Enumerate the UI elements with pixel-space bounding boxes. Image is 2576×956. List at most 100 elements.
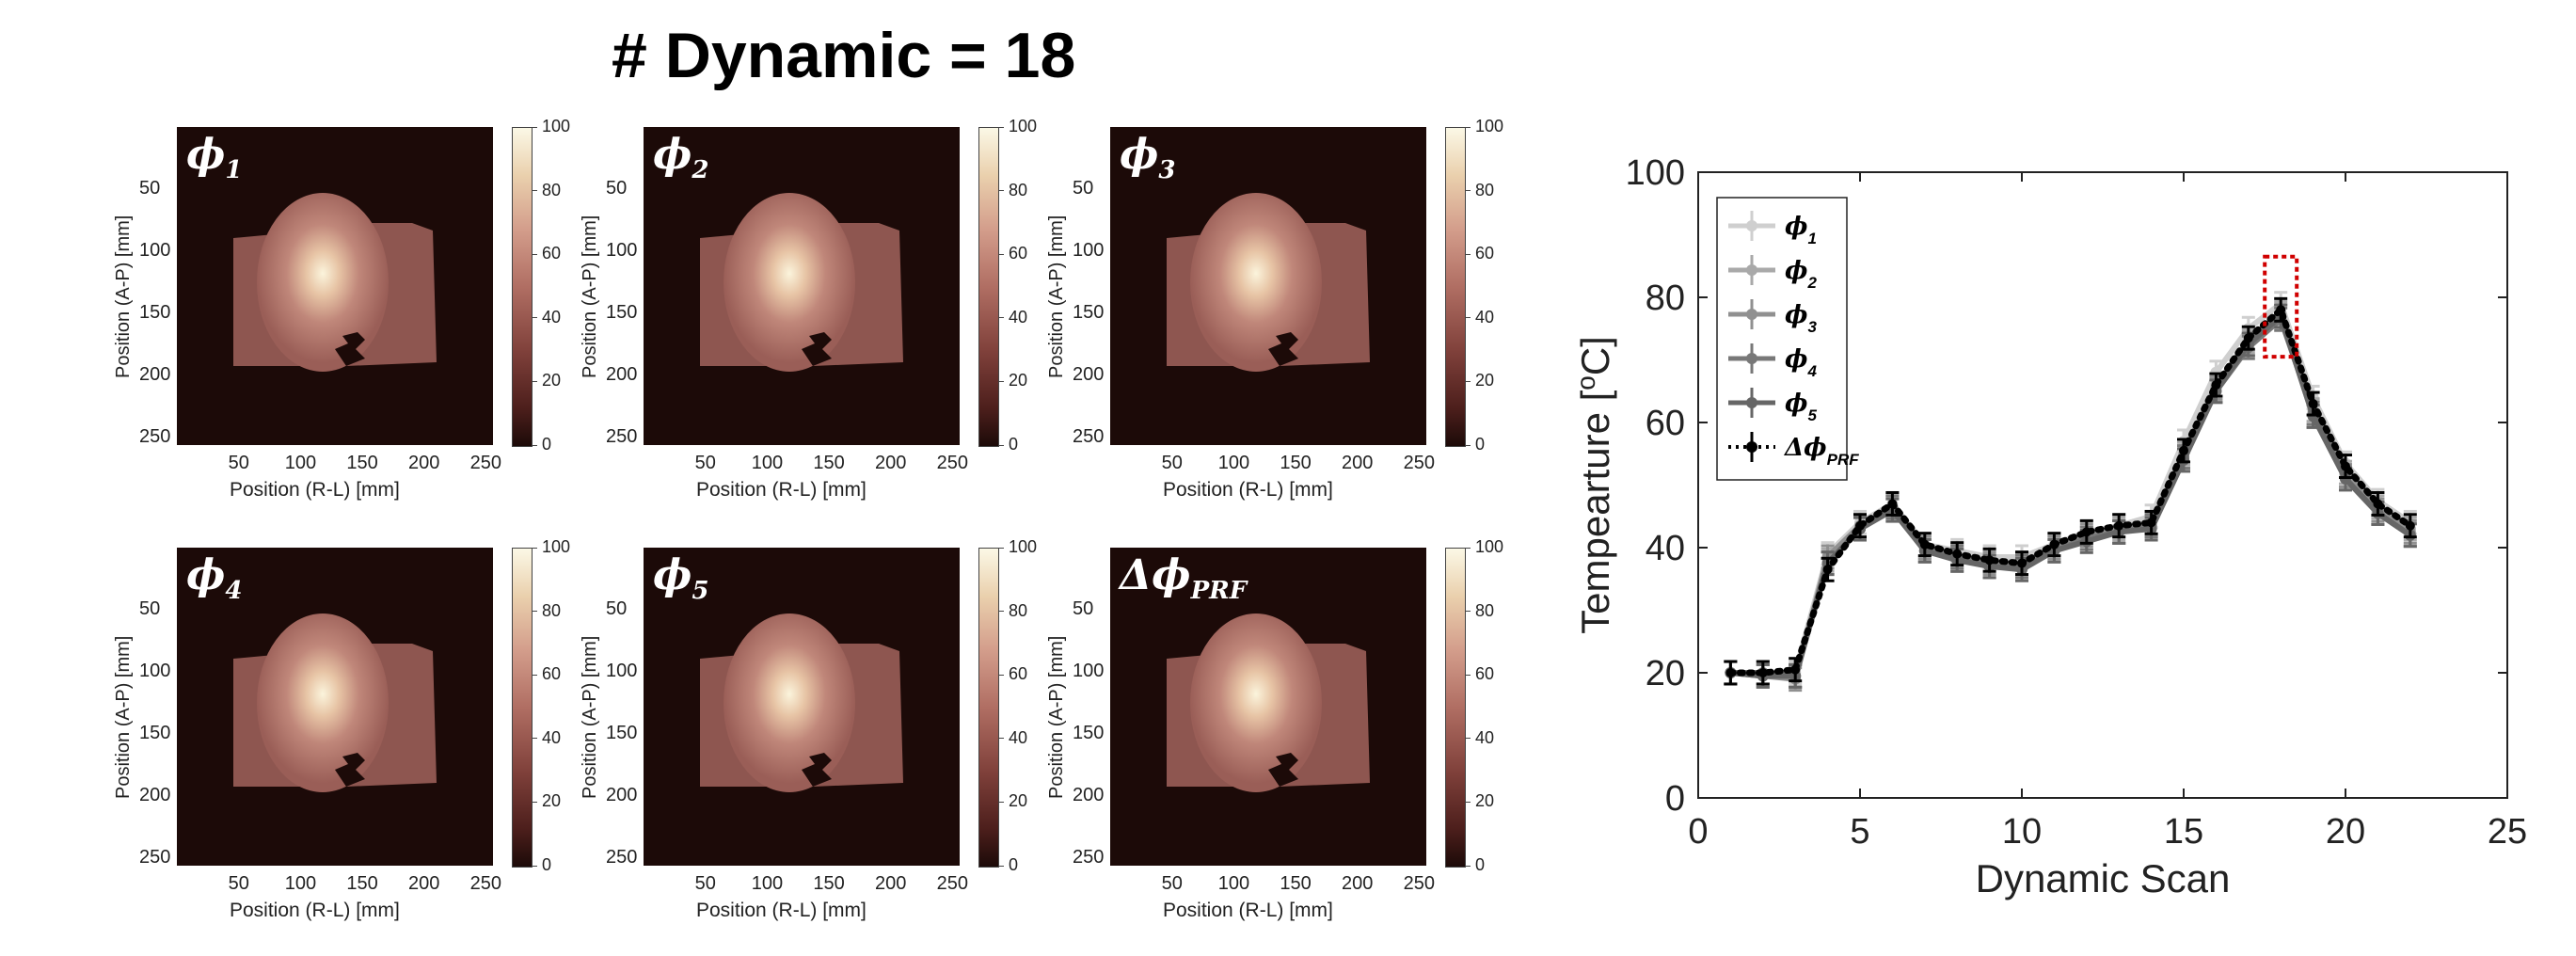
colorbar-tick: 20 (532, 791, 562, 811)
data-point (2080, 526, 2092, 538)
heatmap-xtick: 150 (346, 453, 378, 473)
data-point (1725, 667, 1737, 678)
panel-subscript: 1 (225, 155, 243, 184)
data-point (2113, 526, 2125, 538)
heatmap-ytick: 150 (139, 723, 171, 744)
colorbar-tick: 40 (1465, 307, 1495, 327)
data-point (2275, 307, 2287, 319)
colorbar-tick: 60 (998, 244, 1028, 263)
panel-subscript: 4 (225, 576, 243, 605)
heatmap-xtick: 50 (694, 873, 716, 894)
x-tick-label: 15 (2164, 812, 2203, 852)
data-point (1952, 549, 1963, 559)
heatmap-ytick: 100 (139, 240, 171, 262)
series-line-5 (1730, 311, 2412, 679)
heatmap-ylabel: Position (A-P) [mm] (580, 215, 600, 378)
data-point (2404, 526, 2416, 538)
legend-subscript: 3 (1807, 318, 1817, 336)
plot-frame (1697, 171, 2508, 799)
heatmap-xtick: 150 (346, 873, 378, 894)
data-point (2210, 366, 2222, 378)
heatmap-xtick: 250 (936, 453, 968, 473)
y-axis-label-unit: C] (1573, 336, 1617, 375)
data-point (2242, 335, 2254, 347)
heatmap-phantom (700, 613, 903, 792)
colorbar-tick: 100 (532, 537, 571, 556)
data-point (1951, 550, 1964, 563)
data-point (2372, 504, 2384, 517)
heatmap-ytick: 150 (1073, 723, 1105, 744)
colorbar-tick: 0 (998, 435, 1019, 454)
data-point (2210, 385, 2222, 397)
heatmap-ytick: 250 (606, 426, 638, 448)
data-point (2016, 560, 2027, 572)
data-point (1983, 550, 1996, 563)
colorbar (1445, 127, 1466, 447)
data-point (1725, 667, 1737, 678)
data-point (1789, 670, 1802, 682)
panel-label: ϕ4 (186, 555, 243, 603)
data-point (2145, 517, 2157, 529)
data-point (2373, 499, 2383, 509)
colorbar-tick: 80 (998, 180, 1028, 199)
y-tick-label: 40 (1646, 529, 1685, 568)
heatmap-xtick: 50 (228, 453, 249, 473)
legend-label: ΔϕPRF (1783, 434, 1859, 469)
x-tick-label: 5 (1850, 812, 1869, 852)
artifact-mark (802, 753, 832, 787)
heatmap-phantom (233, 613, 437, 792)
data-point (1983, 557, 1996, 569)
heatmap-ytick: 250 (139, 426, 171, 448)
colorbar (978, 127, 999, 447)
heatmap-xtick: 50 (694, 453, 716, 473)
legend-symbol: ϕ (1785, 213, 1807, 241)
heating-hotspot (724, 193, 855, 372)
data-point (1951, 554, 1964, 566)
data-point (2404, 517, 2416, 529)
colorbar-tick: 100 (1465, 537, 1504, 556)
data-point (2211, 380, 2221, 390)
heatmap-ytick: 250 (606, 847, 638, 868)
heatmap-ytick: 150 (1073, 302, 1105, 324)
data-point (2048, 538, 2060, 550)
data-point (2080, 529, 2092, 541)
legend-subscript: 5 (1807, 406, 1817, 424)
heatmap-image: ϕ3 (1110, 127, 1426, 445)
heatmap-ytick: 250 (1073, 426, 1105, 448)
heatmap-ytick: 150 (606, 723, 638, 744)
heatmap-ytick: 200 (1073, 785, 1105, 806)
heatmap-xlabel: Position (R-L) [mm] (696, 900, 867, 921)
colorbar (1445, 548, 1466, 868)
heatmap-xtick: 250 (469, 873, 501, 894)
legend-marker (1746, 397, 1757, 408)
data-point (1951, 545, 1964, 557)
heatmap-xtick: 100 (1217, 453, 1250, 473)
data-point (2242, 323, 2254, 335)
y-axis-label: Tempearture [oC] (1571, 336, 1618, 634)
data-point (2178, 435, 2189, 447)
data-point (2243, 333, 2253, 343)
colorbar-tick: 40 (1465, 727, 1495, 747)
heatmap-xtick: 50 (1161, 453, 1183, 473)
panel-subscript: 2 (692, 155, 709, 184)
colorbar-tick: 20 (532, 371, 562, 390)
colorbar-tick: 100 (1465, 117, 1504, 135)
heatmap-xtick: 200 (408, 453, 440, 473)
heatmap-xtick: 100 (751, 453, 784, 473)
colorbar-tick: 0 (998, 855, 1019, 874)
data-point (1757, 667, 1769, 678)
colorbar-tick: 0 (1465, 435, 1486, 454)
data-point (2210, 385, 2222, 397)
data-point (2113, 526, 2125, 538)
heatmap-xtick: 200 (1342, 453, 1374, 473)
panel-label: ΔϕPRF (1120, 555, 1247, 603)
data-point (2081, 527, 2091, 537)
data-point (2016, 564, 2027, 576)
data-point (2080, 535, 2092, 548)
heatmap-ytick: 50 (606, 178, 628, 199)
heatmap-image: ϕ4 (177, 548, 493, 866)
data-point (1757, 670, 1769, 682)
heatmap-xtick: 150 (813, 453, 845, 473)
heating-hotspot (1190, 193, 1322, 372)
data-point (2404, 529, 2416, 541)
